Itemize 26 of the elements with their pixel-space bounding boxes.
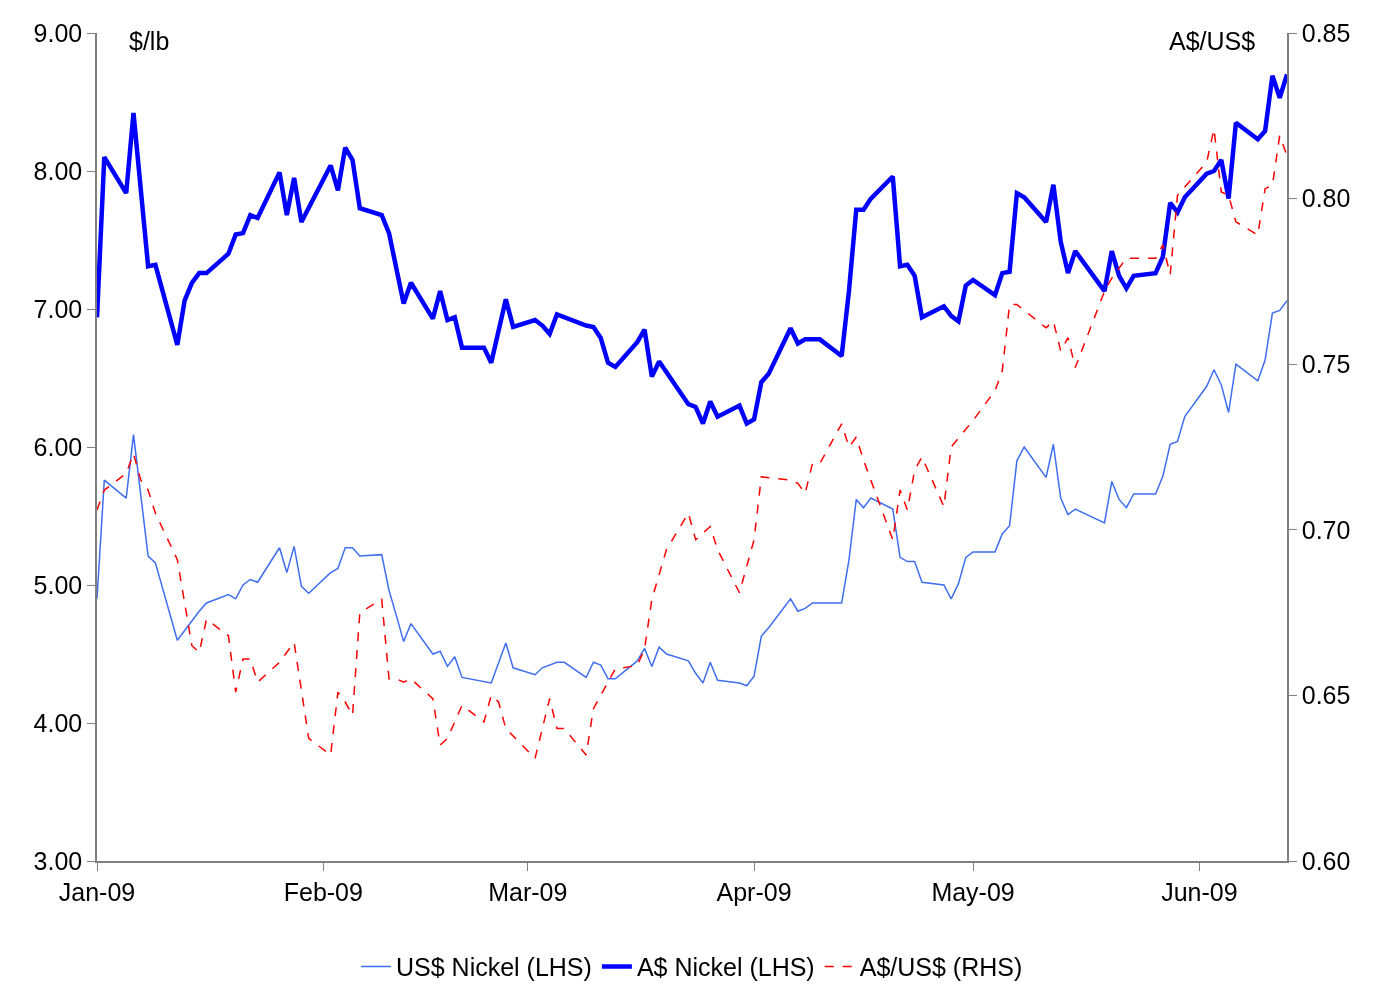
x-tick-label: Jan-09 — [58, 877, 136, 906]
x-tick-label: Apr-09 — [716, 877, 792, 906]
y-axis-title: $/lb — [129, 27, 170, 55]
legend-label: US$ Nickel (LHS) — [396, 953, 592, 982]
y2-tick-label: 0.65 — [1301, 681, 1351, 710]
x-tick-label: Feb-09 — [283, 877, 363, 906]
y2-tick-label: 0.80 — [1301, 184, 1351, 213]
y-tick-label: 3.00 — [33, 846, 83, 875]
y-tick-label: 8.00 — [33, 156, 83, 185]
legend-label: A$ Nickel (LHS) — [636, 953, 815, 982]
y2-tick-label: 0.60 — [1301, 846, 1351, 875]
x-tick-label: Mar-09 — [488, 877, 568, 906]
y-tick-label: 7.00 — [33, 294, 83, 323]
y-tick-label: 5.00 — [33, 570, 83, 599]
y-tick-label: 6.00 — [33, 432, 83, 461]
line-series — [97, 299, 1287, 687]
line-series — [97, 72, 1287, 426]
legend-label: A$/US$ (RHS) — [859, 953, 1023, 982]
y2-axis-title: A$/US$ — [1169, 27, 1256, 55]
y-tick-label: 4.00 — [33, 708, 83, 737]
x-tick-label: May-09 — [931, 877, 1015, 906]
y2-tick-label: 0.75 — [1301, 349, 1351, 378]
y2-tick-label: 0.85 — [1301, 18, 1351, 47]
y2-tick-label: 0.70 — [1301, 515, 1351, 544]
x-tick-label: Jun-09 — [1161, 877, 1238, 906]
y-tick-label: 9.00 — [33, 18, 83, 47]
